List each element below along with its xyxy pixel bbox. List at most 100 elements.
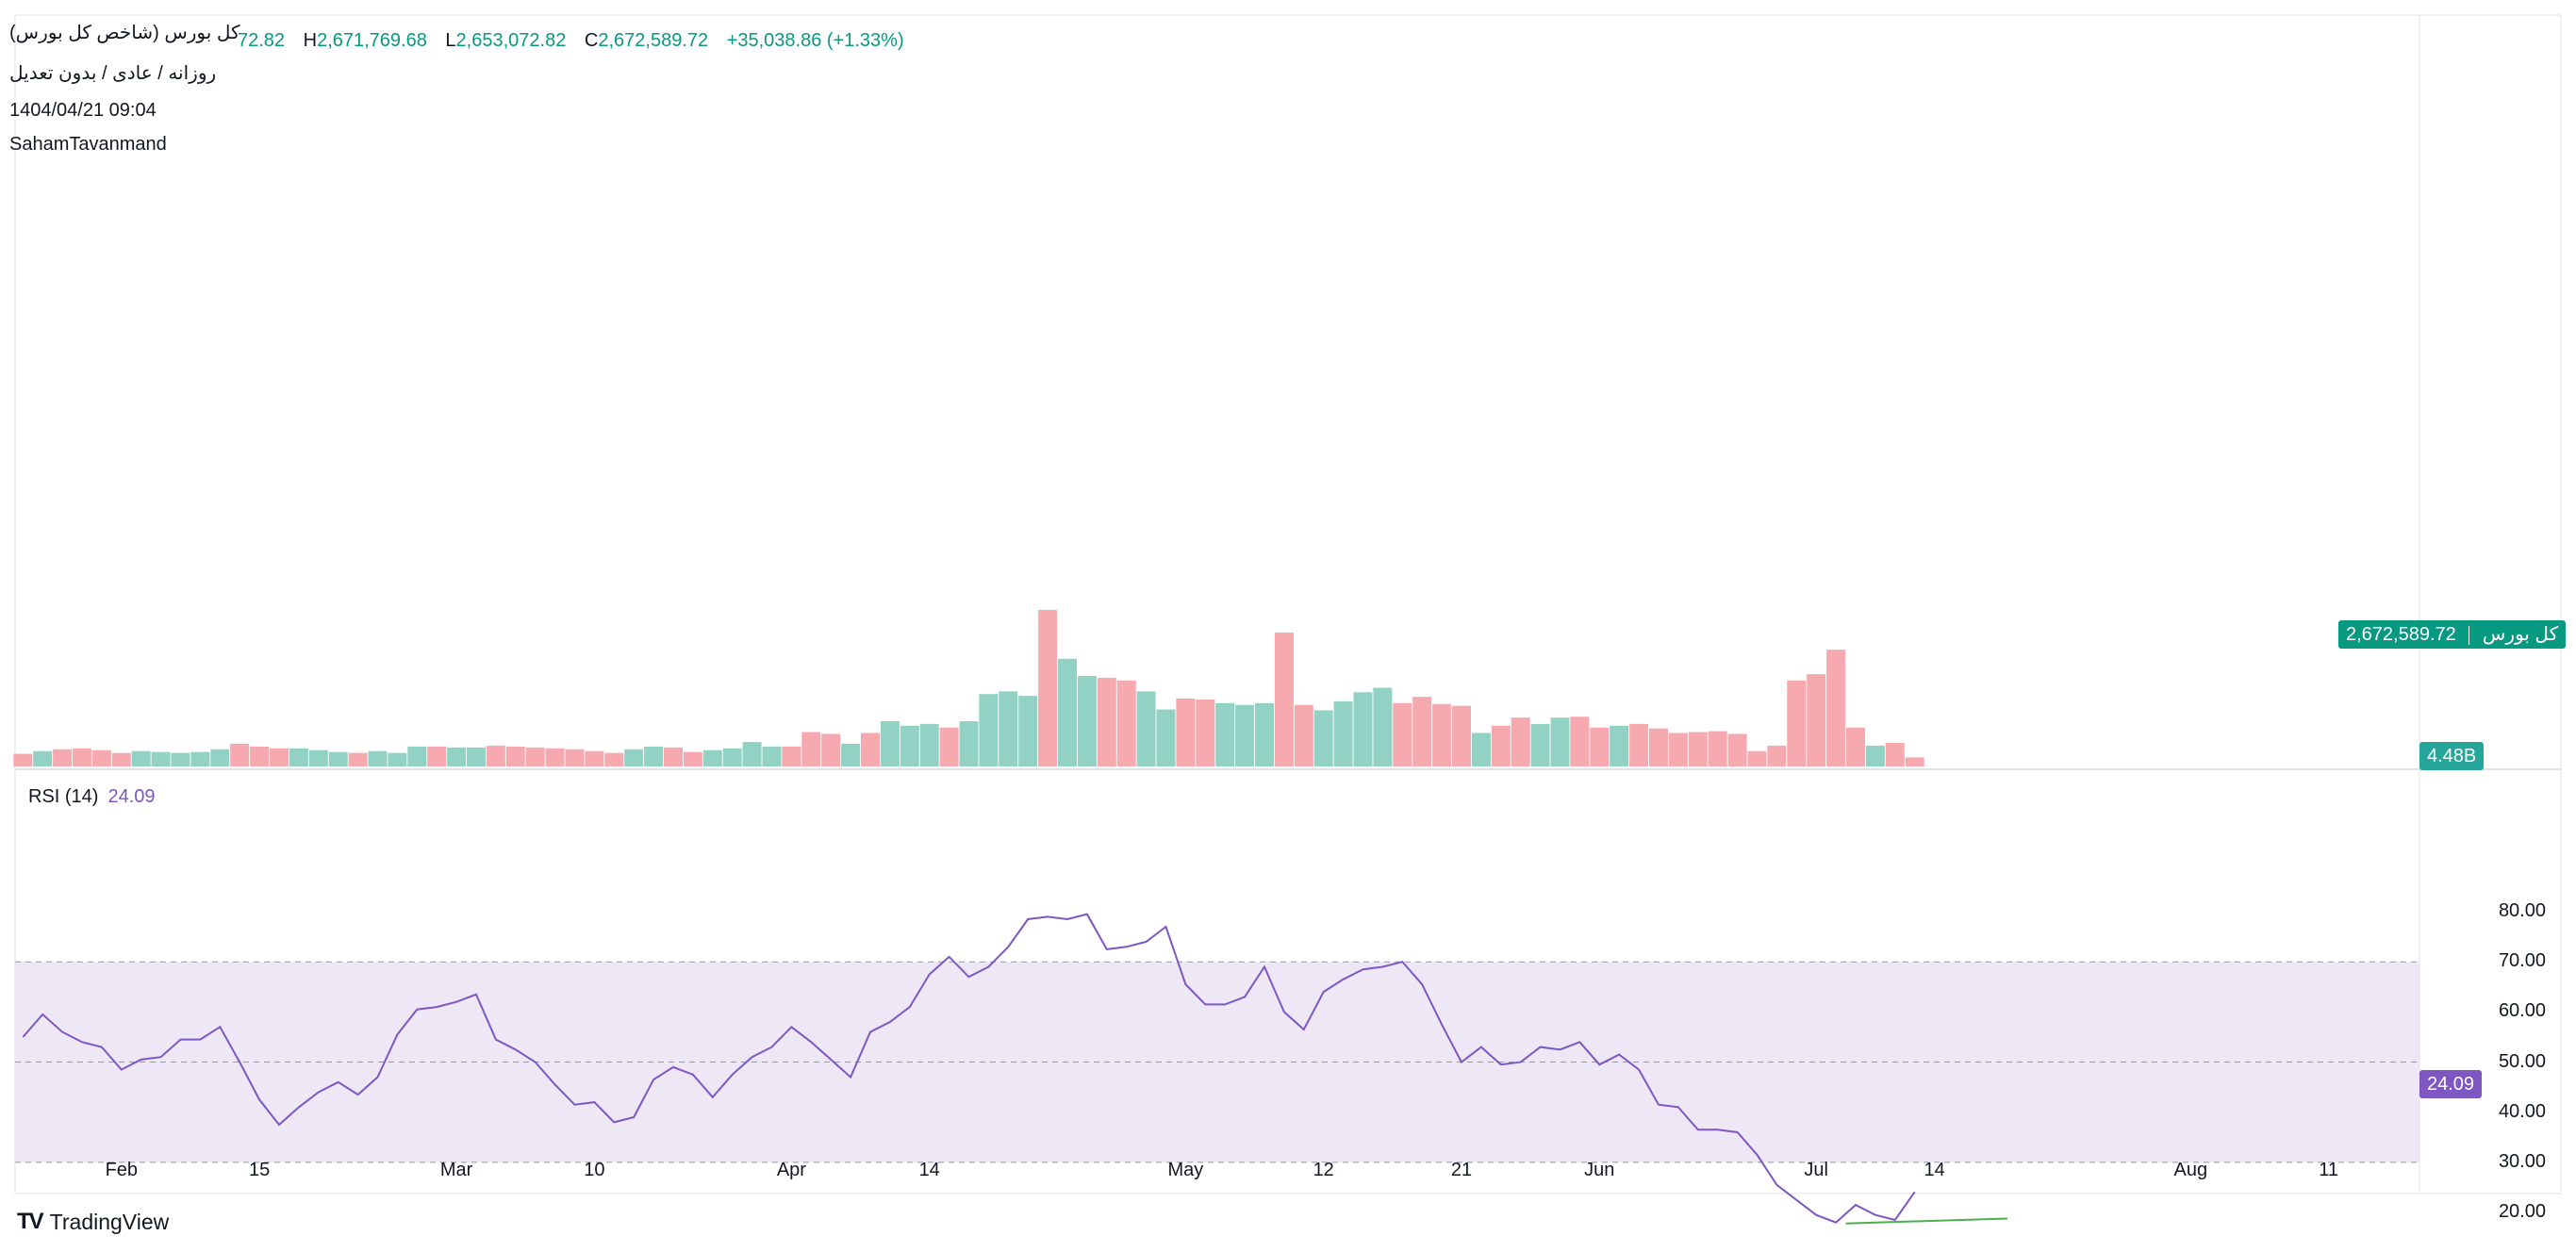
volume-bar <box>782 746 801 766</box>
ohlc-close-key: C <box>584 30 599 51</box>
time-axis-tick: 11 <box>2319 1160 2338 1180</box>
volume-bar <box>1649 728 1668 766</box>
rsi-trendline <box>1845 1217 2007 1225</box>
volume-bar <box>939 727 959 766</box>
volume-bar <box>33 750 53 766</box>
time-axis-tick: Jun <box>1584 1160 1615 1180</box>
volume-bar <box>565 749 585 766</box>
volume-bar <box>979 694 999 766</box>
volume-bar <box>1865 745 1885 766</box>
time-axis-tick: Mar <box>439 1160 473 1180</box>
volume-bar <box>1333 700 1353 766</box>
symbol-title[interactable]: کل بورس (شاخص کل بورس) <box>9 23 240 43</box>
volume-bar <box>959 721 979 766</box>
chart-datetime: 1404/04/21 09:04 <box>9 100 157 121</box>
volume-bar <box>841 744 861 766</box>
volume-bar <box>1097 677 1116 766</box>
volume-bar <box>664 747 683 766</box>
volume-bar <box>289 748 308 766</box>
volume-bar <box>1393 702 1412 766</box>
time-axis-tick: Apr <box>776 1160 806 1180</box>
volume-bar <box>73 748 91 766</box>
volume-bar <box>880 721 900 766</box>
rsi-axis-tick: 20.00 <box>2498 1201 2546 1223</box>
volume-bar <box>1196 699 1215 766</box>
volume-bar <box>999 691 1018 766</box>
volume-bar <box>1885 743 1905 766</box>
rsi-axis-tick: 60.00 <box>2498 1000 2546 1022</box>
volume-bar <box>1471 733 1491 766</box>
volume-bar <box>407 746 427 766</box>
rsi-axis-tick: 70.00 <box>2498 950 2546 972</box>
volume-bar <box>801 732 821 766</box>
rsi-axis-tick: 50.00 <box>2498 1050 2546 1072</box>
ohlc-close-value: 2,672,589.72 <box>598 30 709 51</box>
volume-bar <box>1590 727 1610 766</box>
time-axis-tick: Jul <box>1804 1160 1828 1180</box>
volume-bar <box>1136 691 1156 766</box>
volume-bar <box>53 749 73 766</box>
volume-bar <box>427 746 447 766</box>
volume-bar <box>131 750 151 766</box>
volume-bar <box>328 751 348 766</box>
volume-bar <box>447 747 467 766</box>
volume-badge: 4.48B <box>2419 742 2485 770</box>
volume-bar <box>1412 697 1432 766</box>
volume-bar <box>467 747 486 766</box>
volume-bar <box>1570 717 1590 766</box>
volume-bar <box>821 733 841 766</box>
volume-bar <box>702 750 722 766</box>
volume-bar <box>1727 733 1747 766</box>
volume-bar <box>486 745 505 766</box>
volume-bar <box>190 751 210 766</box>
ohlc-legend: 72.82 H2,671,769.68 L2,653,072.82 C2,672… <box>238 30 917 52</box>
volume-bar <box>1511 717 1530 766</box>
time-axis-tick: Feb <box>105 1160 139 1180</box>
last-price-badge: کل بورس 2,672,589.72 <box>2338 620 2567 649</box>
volume-bar <box>683 751 702 766</box>
volume-bar <box>230 744 250 766</box>
volume-bar <box>1688 732 1708 766</box>
tradingview-logo[interactable]: TV TradingView <box>17 1209 169 1235</box>
ohlc-low-value: 2,653,072.82 <box>455 30 567 51</box>
volume-bar <box>604 752 624 766</box>
volume-bar <box>1176 699 1196 766</box>
volume-bar <box>525 747 545 766</box>
ohlc-open-value: 72.82 <box>238 30 286 51</box>
volume-bar <box>1294 704 1313 766</box>
volume-bar <box>1629 723 1649 766</box>
rsi-value-badge: 24.09 <box>2419 1070 2483 1098</box>
volume-bar <box>1156 709 1176 766</box>
trendlines <box>1845 1217 2007 1225</box>
volume-bar <box>505 746 525 766</box>
ohlc-low-key: L <box>445 30 456 51</box>
volume-bar <box>1274 632 1294 766</box>
volume-bar <box>171 752 190 766</box>
volume-bar <box>1313 710 1333 766</box>
volume-bar <box>388 752 407 766</box>
volume-bar <box>1668 733 1688 766</box>
ohlc-high-key: H <box>303 30 318 51</box>
volume-bar <box>151 751 171 766</box>
time-axis-tick: 14 <box>1924 1160 1945 1180</box>
volume-bar <box>91 750 111 766</box>
last-price-value: 2,672,589.72 <box>2346 624 2456 645</box>
volume-bar <box>585 750 604 766</box>
volume-bar <box>1255 702 1274 766</box>
time-axis-tick: 12 <box>1313 1160 1334 1180</box>
time-axis-tick: Aug <box>2173 1160 2208 1180</box>
time-axis-tick: 10 <box>584 1160 605 1180</box>
volume-bar <box>1353 692 1373 766</box>
chart-frame <box>14 14 2562 1194</box>
volume-bar <box>1905 757 1924 766</box>
volume-bar <box>1491 725 1511 766</box>
volume-bar <box>1373 687 1393 766</box>
volume-bar <box>1807 674 1826 766</box>
time-axis-tick: 14 <box>918 1160 940 1180</box>
rsi-legend-value: 24.09 <box>107 786 156 807</box>
rsi-legend[interactable]: RSI (14) 24.09 <box>28 786 156 808</box>
volume-bar <box>1846 727 1865 766</box>
volume-bar <box>1610 725 1629 766</box>
time-axis-tick: 15 <box>248 1160 271 1180</box>
